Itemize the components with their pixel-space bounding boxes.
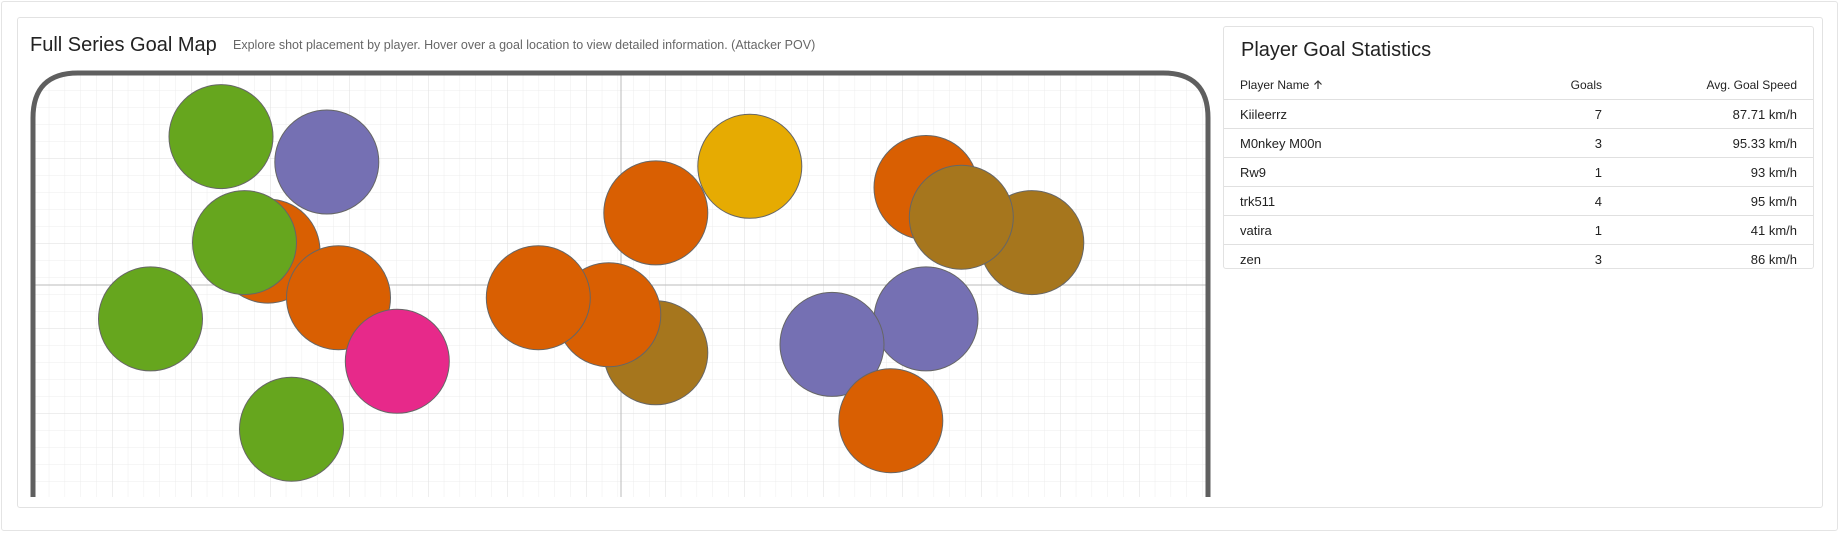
table-row[interactable]: Rw9 1 93 km/h [1224, 157, 1813, 187]
column-header-avg-speed[interactable]: Avg. Goal Speed [1618, 71, 1813, 100]
goal-location-point[interactable] [168, 84, 274, 190]
player-name-cell: trk511 [1224, 186, 1466, 216]
arrow-up-icon [1314, 80, 1323, 89]
goals-cell: 3 [1466, 128, 1618, 158]
column-header-label: Player Name [1240, 78, 1310, 92]
speed-cell: 95.33 km/h [1618, 128, 1813, 158]
goal-location-point[interactable] [838, 368, 944, 474]
goal-map-title: Full Series Goal Map [30, 34, 217, 56]
table-row[interactable]: vatira 1 41 km/h [1224, 215, 1813, 245]
player-name-cell: zen [1240, 251, 1261, 267]
speed-cell: 41 km/h [1618, 215, 1813, 245]
goal-location-point[interactable] [697, 113, 803, 219]
player-name-cell: M0nkey M00n [1224, 128, 1466, 158]
speed-cell: 87.71 km/h [1618, 99, 1813, 129]
goals-cell: 3 [1594, 251, 1602, 267]
player-stats-panel: Player Goal Statistics Player Name Goals… [1223, 26, 1814, 269]
goals-cell: 1 [1466, 215, 1618, 245]
goals-cell: 7 [1466, 99, 1618, 129]
goal-location-point[interactable] [344, 308, 450, 414]
column-header-goals[interactable]: Goals [1466, 71, 1618, 100]
goal-location-point[interactable] [274, 109, 380, 215]
goal-location-point[interactable] [779, 291, 885, 397]
table-header-row: Player Name Goals Avg. Goal Speed [1224, 71, 1813, 100]
table-row[interactable]: zen 3 86 km/h [1224, 245, 1813, 274]
player-name-cell: vatira [1224, 215, 1466, 245]
goals-cell: 4 [1466, 186, 1618, 216]
player-name-cell: Rw9 [1224, 157, 1466, 187]
goal-map-subtitle: Explore shot placement by player. Hover … [233, 38, 816, 52]
table-row[interactable]: M0nkey M00n 3 95.33 km/h [1224, 128, 1813, 158]
goal-location-point[interactable] [98, 266, 203, 372]
goal-location-point[interactable] [873, 266, 979, 372]
goal-points [98, 84, 1085, 482]
table-row[interactable]: Kiileerrz 7 87.71 km/h [1224, 99, 1813, 129]
goal-location-point[interactable] [239, 376, 344, 482]
goal-location-point[interactable] [603, 160, 709, 266]
goal-map-chart [30, 70, 1211, 497]
speed-cell: 93 km/h [1618, 157, 1813, 187]
goal-frame-outline [30, 70, 1211, 497]
goals-cell: 1 [1466, 157, 1618, 187]
player-stats-table: Player Name Goals Avg. Goal Speed Kiilee… [1224, 71, 1813, 273]
goal-location-point[interactable] [485, 245, 591, 351]
speed-cell: 86 km/h [1750, 251, 1797, 267]
table-row[interactable]: trk511 4 95 km/h [1224, 186, 1813, 216]
goal-location-point[interactable] [192, 190, 297, 296]
stats-title: Player Goal Statistics [1241, 39, 1432, 61]
column-header-player-name[interactable]: Player Name [1224, 71, 1466, 100]
goal-location-point[interactable] [908, 164, 1014, 270]
player-name-cell: Kiileerrz [1224, 99, 1466, 129]
speed-cell: 95 km/h [1618, 186, 1813, 216]
